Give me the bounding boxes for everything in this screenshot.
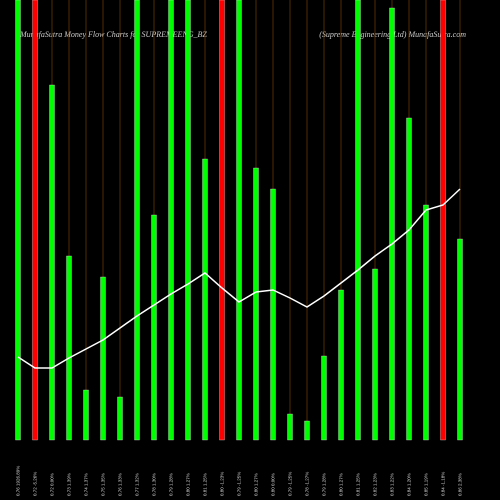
x-tick-label: 0.75 1.35% <box>101 473 106 496</box>
bar <box>321 355 327 441</box>
bar <box>168 0 174 441</box>
x-tick-label: 0.85 1.19% <box>424 473 429 496</box>
x-tick-label: 0.79 -1.25% <box>237 472 242 496</box>
bar <box>457 238 463 441</box>
x-tick-label: 0.84 -1.18% <box>441 472 446 496</box>
bar <box>49 84 55 441</box>
bar <box>66 255 72 441</box>
bar <box>185 0 191 441</box>
bar <box>253 167 259 441</box>
x-tick-label: 0.80 1.27% <box>186 473 191 496</box>
x-tick-label: 0.80 1.27% <box>339 473 344 496</box>
x-tick-label: 0.76 1.33% <box>118 473 123 496</box>
bar <box>219 0 225 441</box>
x-tick-label: 0.84 1.20% <box>407 473 412 496</box>
x-tick-label: 0.73 1.39% <box>67 473 72 496</box>
bar <box>32 0 38 441</box>
x-tick-label: 0.81 1.25% <box>203 473 208 496</box>
bar <box>287 413 293 441</box>
bar <box>151 214 157 441</box>
x-tick-label: 0.80 0.00% <box>271 473 276 496</box>
x-tick-label: 0.78 -1.27% <box>305 472 310 496</box>
x-tick-label: 0.78 1.30% <box>152 473 157 496</box>
x-tick-label: 0.79 -1.25% <box>288 472 293 496</box>
x-tick-label: 0.79 1.28% <box>169 473 174 496</box>
x-tick-label: 0.76 1926.89% <box>16 466 21 496</box>
bar <box>117 396 123 441</box>
bar <box>15 0 21 441</box>
chart-title: MunafaSutra Money Flow Charts for SUPREM… <box>19 30 207 39</box>
x-tick-label: 0.74 1.37% <box>84 473 89 496</box>
x-tick-label: 0.81 1.25% <box>356 473 361 496</box>
x-tick-label: 0.82 1.23% <box>373 473 378 496</box>
x-tick-label: 0.72 -5.26% <box>33 472 38 496</box>
x-tick-label: 0.72 0.00% <box>50 473 55 496</box>
x-tick-label: 0.79 1.28% <box>322 473 327 496</box>
bar <box>134 0 140 441</box>
bar <box>202 158 208 441</box>
x-tick-label: 0.83 1.22% <box>390 473 395 496</box>
bar <box>304 420 310 441</box>
bar <box>423 204 429 441</box>
x-tick-label: 0.80 -1.23% <box>220 472 225 496</box>
bar <box>406 117 412 441</box>
bar <box>270 188 276 441</box>
bar <box>389 7 395 441</box>
bar <box>83 389 89 441</box>
plot: 0.76 1926.89% 0.72 -5.26% 0.72 0.00% 0.73 1… <box>15 0 463 496</box>
x-tick-label: 0.86 2.38% <box>458 473 463 496</box>
bar <box>338 289 344 441</box>
bar <box>440 0 446 441</box>
bar <box>355 0 361 441</box>
bar <box>100 276 106 441</box>
x-tick-label: 0.77 1.32% <box>135 473 140 496</box>
bar <box>372 268 378 441</box>
price-line <box>17 188 461 369</box>
x-tick-label: 0.80 1.27% <box>254 473 259 496</box>
bar <box>236 0 242 441</box>
